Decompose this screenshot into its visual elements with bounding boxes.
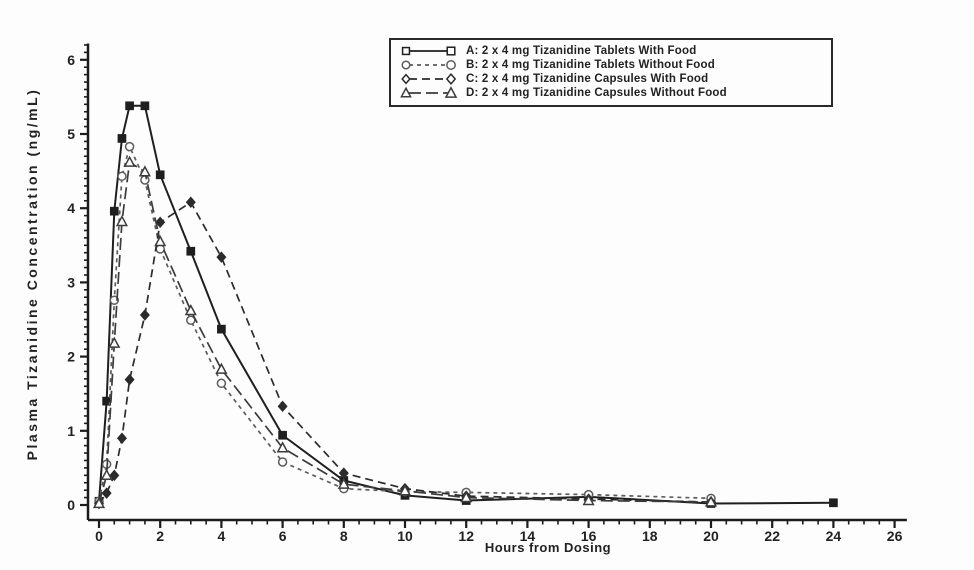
series-D-line — [98, 161, 712, 504]
legend-key-B — [401, 60, 456, 70]
triangle-marker — [460, 491, 473, 503]
triangle-marker — [154, 235, 167, 247]
x-tick-label: 12 — [458, 528, 474, 544]
square-marker — [278, 430, 287, 440]
square-marker — [117, 134, 127, 143]
y-tick-label: 2 — [67, 349, 75, 365]
legend-label-B: B: 2 x 4 mg Tizanidine Tablets Without F… — [466, 59, 715, 71]
x-tick-label: 2 — [156, 528, 164, 544]
x-tick-label: 18 — [642, 528, 658, 544]
y-axis-label: Plasma Tizanidine Concentration (ng/mL) — [24, 87, 40, 461]
legend-item-C: C: 2 x 4 mg Tizanidine Capsules With Foo… — [399, 72, 823, 86]
x-tick-label: 22 — [764, 528, 780, 544]
legend-item-A: A: 2 x 4 mg Tizanidine Tablets With Food — [399, 44, 823, 58]
legend-item-D: D: 2 x 4 mg Tizanidine Capsules Without … — [399, 86, 823, 100]
triangle-marker — [184, 304, 197, 316]
legend-label-C: C: 2 x 4 mg Tizanidine Capsules With Foo… — [466, 73, 709, 85]
triangle-marker — [704, 495, 718, 507]
y-tick-label: 3 — [67, 274, 75, 290]
triangle-marker — [582, 493, 595, 506]
triangle-marker — [100, 468, 113, 480]
square-marker — [446, 46, 456, 56]
square-marker — [829, 498, 838, 508]
circle-marker — [140, 175, 150, 185]
triangle-marker — [215, 362, 228, 374]
triangle-marker — [138, 165, 151, 177]
triangle-marker — [337, 477, 350, 489]
circle-marker — [277, 457, 288, 467]
legend-label-A: A: 2 x 4 mg Tizanidine Tablets With Food — [466, 45, 697, 57]
legend: A: 2 x 4 mg Tizanidine Tablets With Food… — [389, 38, 833, 107]
square-marker — [109, 206, 119, 216]
circle-marker — [186, 315, 196, 325]
legend-label-D: D: 2 x 4 mg Tizanidine Capsules Without … — [466, 87, 727, 99]
circle-marker — [117, 171, 127, 182]
x-tick-label: 24 — [826, 528, 842, 544]
triangle-marker — [115, 214, 129, 227]
legend-key-C — [401, 73, 457, 85]
y-tick-label: 0 — [67, 497, 75, 513]
triangle-marker — [398, 484, 412, 496]
x-tick-label: 20 — [703, 528, 719, 544]
x-tick-label: 8 — [340, 528, 348, 544]
x-axis-label: Hours from Dosing — [484, 540, 612, 555]
circle-marker — [446, 60, 456, 70]
diamond-marker — [445, 73, 457, 85]
legend-key-A — [401, 46, 456, 56]
circle-marker — [124, 141, 135, 152]
triangle-marker — [123, 155, 136, 167]
series-B-line — [98, 145, 712, 502]
square-marker — [217, 324, 226, 334]
legend-key-D — [400, 86, 458, 98]
diamond-marker — [124, 373, 135, 386]
diamond-marker — [185, 196, 196, 209]
diamond-marker — [101, 487, 112, 499]
x-tick-label: 14 — [520, 528, 536, 544]
series-A-line — [98, 104, 834, 505]
y-tick-label: 5 — [67, 126, 75, 142]
diamond-marker — [116, 432, 127, 444]
triangle-marker — [276, 441, 289, 453]
x-tick-label: 16 — [581, 528, 597, 544]
y-tick-label: 6 — [67, 52, 75, 68]
legend-item-B: B: 2 x 4 mg Tizanidine Tablets Without F… — [399, 58, 823, 72]
diamond-marker — [401, 73, 411, 85]
y-tick-label: 4 — [67, 200, 75, 216]
square-marker — [186, 246, 196, 256]
diamond-marker — [139, 309, 150, 321]
diamond-marker — [216, 251, 227, 263]
diamond-marker — [277, 400, 288, 413]
square-marker — [140, 101, 150, 111]
x-tick-label: 4 — [218, 528, 226, 544]
triangle-marker — [92, 496, 106, 509]
square-marker — [125, 101, 134, 111]
circle-marker — [216, 378, 227, 389]
y-tick-label: 1 — [67, 423, 75, 439]
x-tick-label: 26 — [887, 528, 903, 544]
square-marker — [401, 46, 411, 56]
diamond-marker — [155, 216, 166, 229]
square-marker — [155, 170, 165, 180]
x-tick-label: 10 — [397, 528, 413, 544]
x-tick-label: 6 — [279, 528, 287, 544]
triangle-marker — [444, 86, 458, 98]
triangle-marker — [108, 336, 121, 348]
diamond-marker — [109, 469, 120, 482]
triangle-marker — [400, 86, 412, 98]
x-tick-label: 0 — [95, 528, 103, 544]
circle-marker — [401, 60, 411, 70]
